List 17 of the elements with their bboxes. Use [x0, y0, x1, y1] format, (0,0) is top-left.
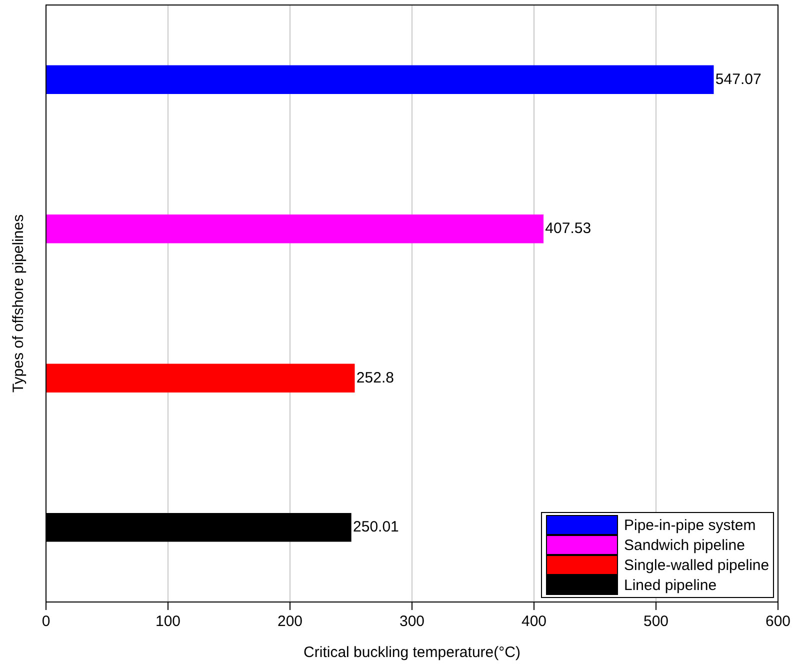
x-tick-label: 600 — [765, 613, 791, 630]
data-label: 547.07 — [715, 70, 762, 88]
x-tick-label: 500 — [643, 613, 669, 630]
y-axis-title: Types of offshore pipelines — [10, 214, 28, 393]
x-tick-label: 0 — [42, 613, 50, 630]
x-axis-title: Critical buckling temperature(°C) — [304, 644, 520, 662]
x-tick-label: 100 — [155, 613, 181, 630]
x-tick-label: 400 — [521, 613, 547, 630]
data-label: 407.53 — [545, 220, 592, 238]
x-tick-label: 200 — [277, 613, 303, 630]
legend-label: Pipe-in-pipe system — [624, 516, 756, 534]
legend-label: Sandwich pipeline — [624, 536, 745, 554]
legend-label: Lined pipeline — [624, 576, 717, 594]
legend-label: Single-walled pipeline — [624, 556, 770, 574]
x-tick-label: 300 — [399, 613, 425, 630]
data-label: 252.8 — [356, 369, 394, 386]
data-label: 250.01 — [353, 518, 399, 536]
